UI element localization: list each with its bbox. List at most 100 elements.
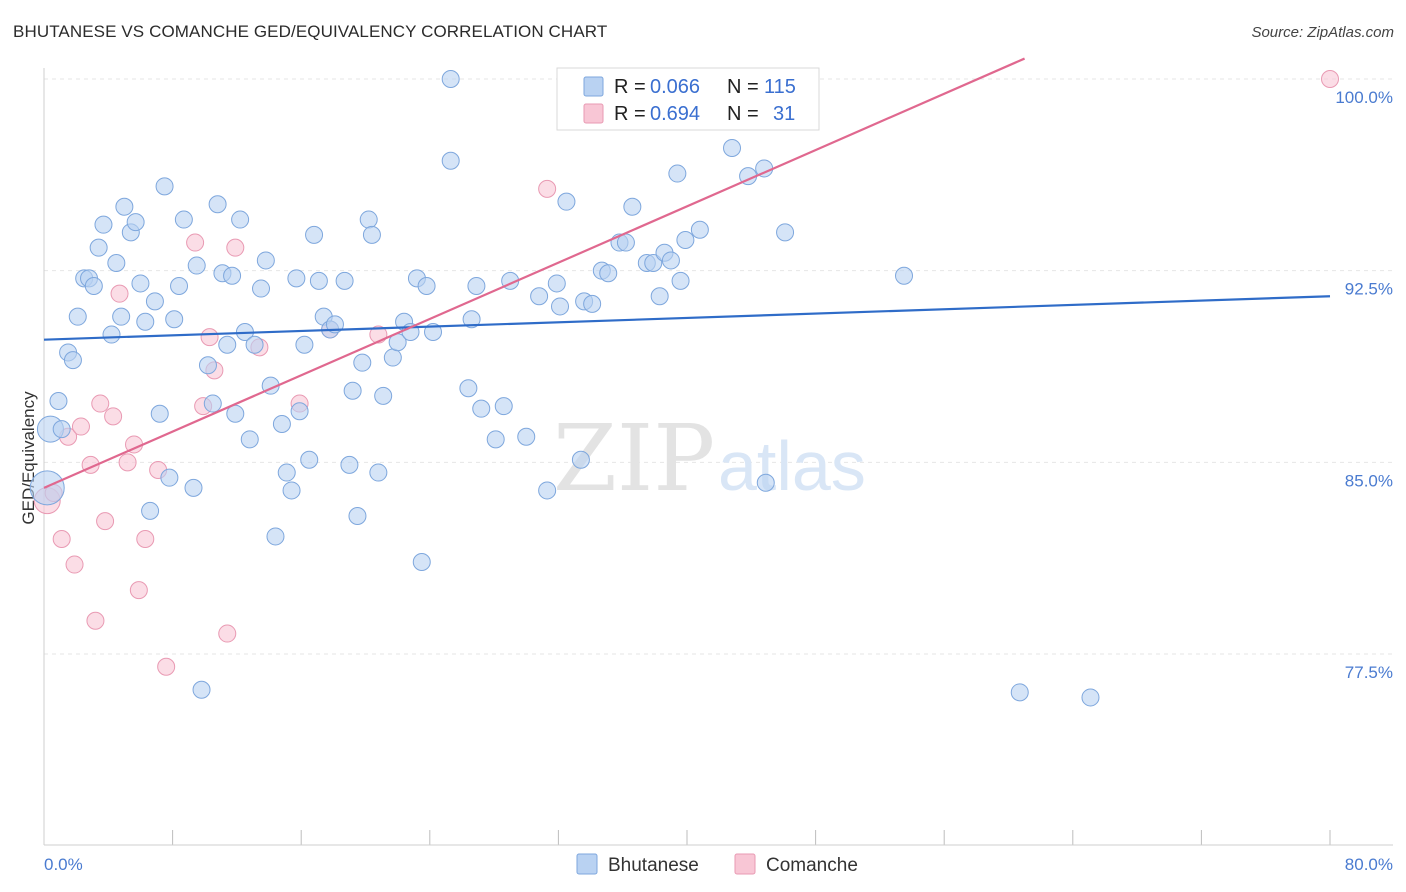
bhutanese-point: [776, 223, 795, 242]
bhutanese-point: [94, 215, 113, 234]
bhutanese-point: [63, 351, 82, 370]
y-tick-label: 77.5%: [1345, 663, 1393, 682]
legend-n-label-comanche: N =: [727, 103, 759, 125]
bhutanese-point: [84, 277, 103, 295]
bhutanese-point: [136, 312, 155, 331]
watermark-atlas: atlas: [718, 427, 866, 505]
legend-r-value-comanche: 0.694: [650, 103, 700, 125]
series-legend-swatch-comanche: [734, 853, 756, 875]
bhutanese-point: [52, 420, 71, 439]
bhutanese-point: [557, 192, 576, 211]
bhutanese-point: [467, 277, 486, 295]
bhutanese-point: [107, 254, 126, 272]
comanche-point: [52, 530, 71, 548]
trend-lines: [43, 57, 1331, 489]
bhutanese-point: [486, 430, 505, 449]
bhutanese-point: [272, 415, 291, 433]
series-legend: Bhutanese Comanche: [576, 853, 858, 876]
legend-n-value-comanche: 31: [773, 103, 795, 125]
source-note: Source: ZipAtlas.com: [1251, 24, 1394, 41]
bhutanese-point: [353, 353, 372, 372]
bhutanese-point: [441, 151, 460, 170]
bhutanese-point: [68, 307, 87, 326]
axes: [43, 68, 1393, 846]
bhutanese-point: [252, 279, 271, 298]
legend-n-value-bhutanese: 115: [764, 76, 796, 98]
legend-swatch-comanche: [583, 103, 604, 124]
bhutanese-point: [295, 335, 314, 354]
comanche-point: [200, 328, 219, 347]
comanche-point: [129, 581, 148, 600]
bhutanese-point: [102, 325, 121, 344]
comanche-point: [91, 394, 110, 413]
bhutanese-point: [203, 394, 222, 413]
bhutanese-point: [348, 507, 367, 525]
legend-swatch-bhutanese: [583, 76, 604, 97]
bhutanese-point: [644, 254, 663, 272]
bhutanese-point: [517, 427, 536, 446]
bhutanese-point: [165, 310, 184, 329]
bhutanese-point: [231, 210, 250, 229]
bhutanese-point: [412, 553, 431, 571]
bhutanese-point: [362, 225, 381, 244]
bhutanese-point: [309, 271, 328, 290]
bhutanese-point: [756, 473, 775, 492]
bhutanese-point: [583, 294, 602, 313]
bhutanese-point: [300, 450, 319, 469]
bhutanese-point: [459, 379, 478, 398]
bhutanese-point: [187, 256, 206, 275]
bhutanese-point: [112, 307, 131, 326]
bhutanese-point: [494, 397, 513, 416]
legend-r-label-comanche: R =: [614, 103, 646, 125]
bhutanese-point: [115, 197, 134, 216]
bhutanese-point: [1010, 683, 1029, 702]
bhutanese-point: [895, 266, 914, 285]
bhutanese-point: [150, 404, 169, 423]
bhutanese-point: [170, 277, 189, 295]
series-legend-swatch-bhutanese: [576, 853, 598, 875]
chart-title: BHUTANESE VS COMANCHE GED/EQUIVALENCY CO…: [13, 22, 608, 41]
x-tick-label: 80.0%: [1345, 855, 1393, 874]
bhutanese-point: [282, 481, 301, 500]
bhutanese-point: [676, 231, 695, 249]
comanche-point: [136, 530, 155, 548]
bhutanese-point: [359, 210, 378, 229]
y-tick-label: 92.5%: [1345, 280, 1393, 299]
bhutanese-point: [551, 297, 570, 316]
bhutanese-point: [192, 680, 211, 699]
comanche-point: [157, 657, 176, 676]
bhutanese-point: [305, 225, 324, 244]
data-points: [29, 70, 1339, 707]
tick-labels: 77.5% 85.0% 92.5% 100.0% 0.0% 80.0%: [44, 88, 1393, 874]
comanche-point: [104, 407, 123, 426]
comanche-point: [226, 238, 245, 257]
bhutanese-point: [690, 220, 709, 239]
bhutanese-point: [126, 213, 145, 232]
bhutanese-point: [245, 335, 264, 354]
bhutanese-point: [290, 402, 309, 421]
series-legend-label-bhutanese: Bhutanese: [608, 855, 699, 876]
bhutanese-trend-line: [43, 295, 1331, 341]
legend-r-value-bhutanese: 0.066: [650, 76, 700, 98]
watermark: ZIP atlas: [553, 405, 866, 512]
bhutanese-point: [374, 386, 393, 405]
comanche-point: [538, 179, 557, 198]
bhutanese-point: [266, 527, 285, 546]
bhutanese-point: [383, 348, 402, 367]
bhutanese-point: [538, 481, 557, 500]
bhutanese-point: [208, 195, 227, 214]
bhutanese-point: [145, 292, 164, 311]
comanche-point: [110, 284, 129, 303]
bhutanese-point: [343, 381, 362, 400]
bhutanese-point: [89, 238, 108, 257]
stats-legend: R = 0.066 N = 115 R = 0.694 N = 31: [556, 67, 820, 131]
bhutanese-point: [131, 274, 150, 293]
bhutanese-point: [49, 392, 68, 410]
bhutanese-point: [530, 287, 549, 306]
bhutanese-point: [155, 177, 174, 196]
bhutanese-point: [571, 450, 590, 469]
bhutanese-point: [198, 356, 217, 375]
bhutanese-point: [29, 470, 65, 506]
bhutanese-point: [174, 210, 193, 229]
